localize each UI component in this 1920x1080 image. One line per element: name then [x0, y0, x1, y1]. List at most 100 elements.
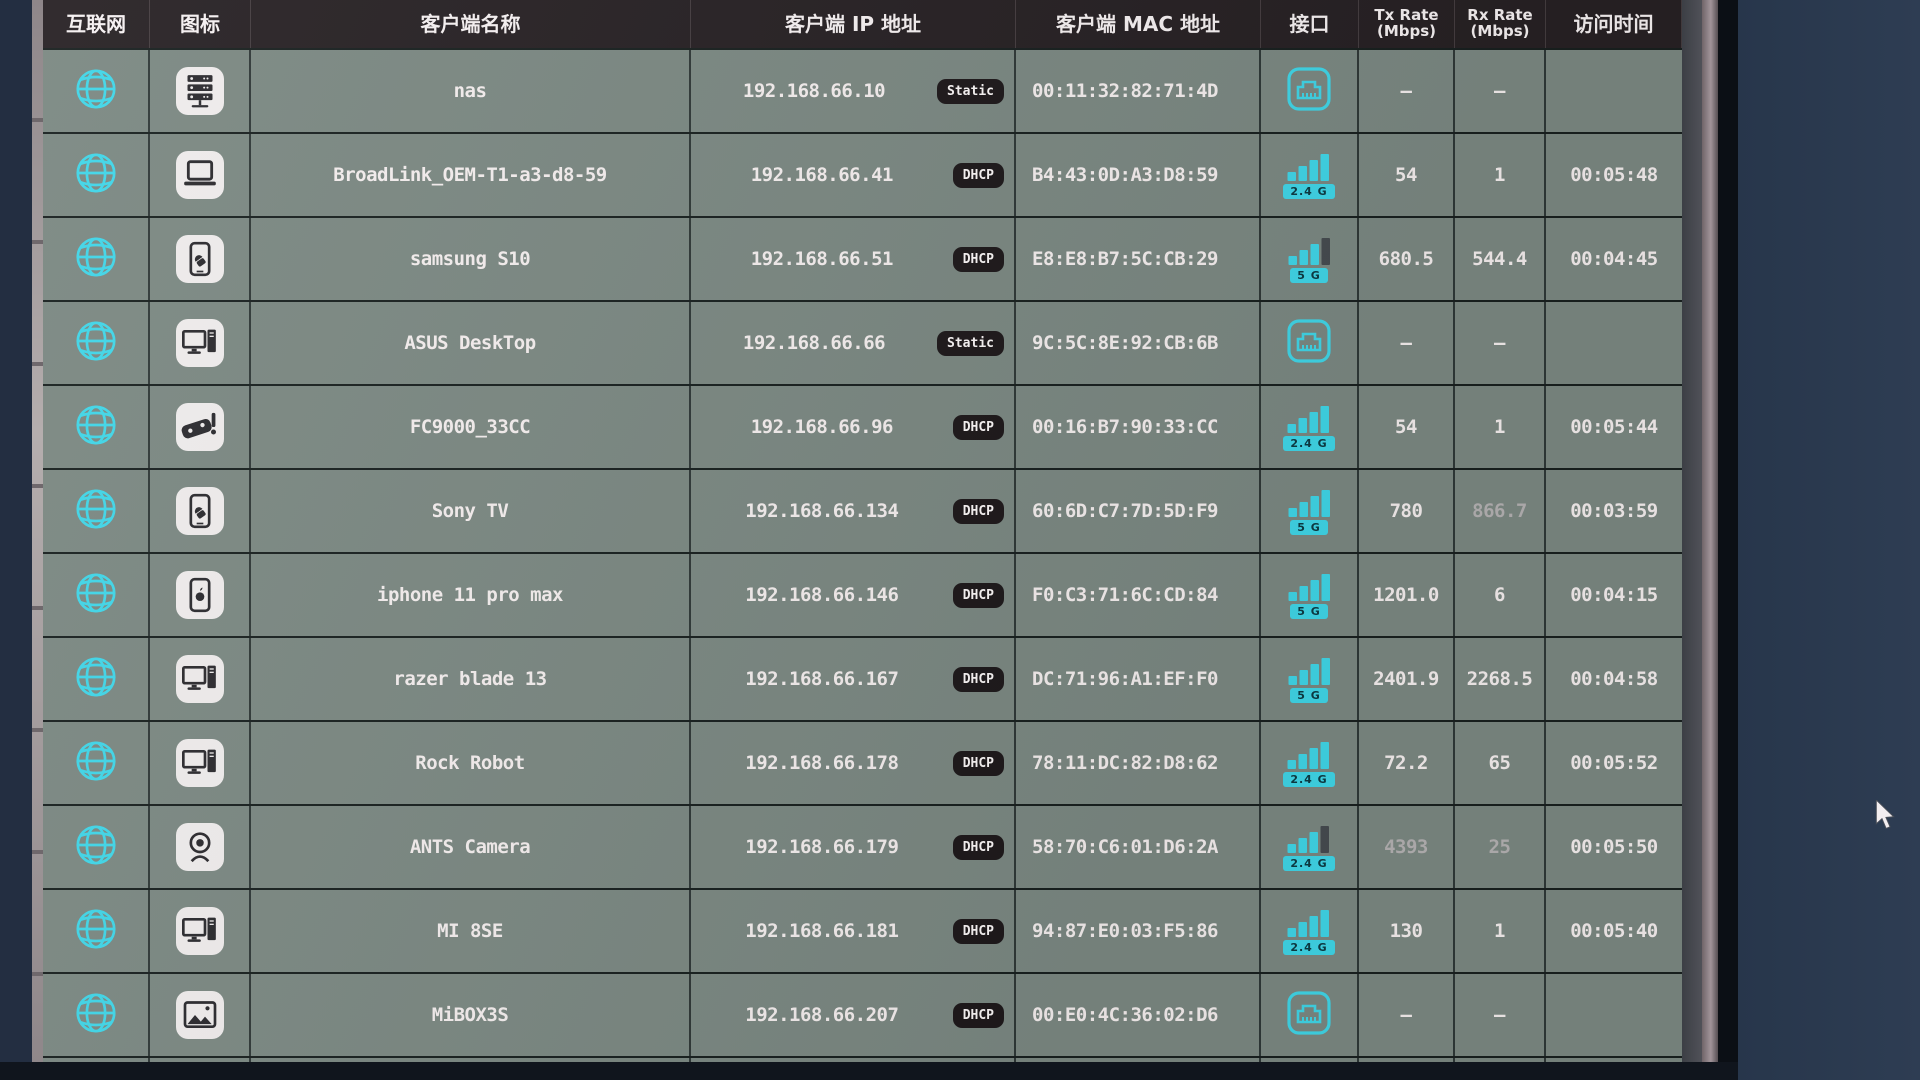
- rx-rate-value: 6: [1494, 584, 1505, 606]
- client-ip: 192.168.66.134: [745, 500, 899, 522]
- client-name: Rock Robot: [415, 752, 525, 774]
- ip-type-badge: DHCP: [952, 1002, 1004, 1028]
- internet-globe-icon: [73, 486, 119, 536]
- header-tx-rate: Tx Rate (Mbps): [1359, 0, 1455, 48]
- client-mac: 9C:5C:8E:92:CB:6B: [1032, 332, 1218, 354]
- client-row[interactable]: ASUS DeskTop 192.168.66.66 Static 9C:5C:…: [43, 300, 1682, 384]
- access-time-value: 00:05:48: [1570, 164, 1658, 186]
- internet-globe-icon: [73, 150, 119, 200]
- tx-rate-value: –: [1400, 1004, 1412, 1026]
- client-name: BroadLink_OEM-T1-a3-d8-59: [333, 164, 607, 186]
- desk-background-left: [0, 0, 32, 1080]
- screen-edge-right: [1682, 0, 1702, 1062]
- client-row[interactable]: MI 8SE 192.168.66.181 DHCP 94:87:E0:03:F…: [43, 888, 1682, 972]
- client-ip: 192.168.66.207: [745, 1004, 899, 1026]
- tx-rate-value: 2401.9: [1373, 668, 1439, 690]
- tx-rate-value: 4393: [1384, 836, 1428, 858]
- header-access-time: 访问时间: [1546, 0, 1682, 48]
- ip-type-badge: DHCP: [952, 498, 1004, 524]
- internet-globe-icon: [73, 906, 119, 956]
- client-mac: B4:43:0D:A3:D8:59: [1032, 164, 1218, 186]
- ip-type-badge: DHCP: [952, 414, 1004, 440]
- client-row[interactable]: MiBOX3S 192.168.66.207 DHCP 00:E0:4C:36:…: [43, 972, 1682, 1056]
- client-row[interactable]: Rock Robot 192.168.66.178 DHCP 78:11:DC:…: [43, 720, 1682, 804]
- wifi-signal-icon: 5 G: [1286, 236, 1333, 283]
- tx-rate-value: –: [1400, 332, 1412, 354]
- header-client-ip: 客户端 IP 地址: [691, 0, 1016, 48]
- access-time-value: 00:05:44: [1570, 416, 1658, 438]
- client-name: ANTS Camera: [409, 836, 531, 858]
- rx-rate-value: 2268.5: [1466, 668, 1533, 690]
- desk-background-right: [1738, 0, 1920, 1080]
- client-mac: 00:16:B7:90:33:CC: [1032, 416, 1218, 438]
- client-row[interactable]: samsung S10 192.168.66.51 DHCP E8:E8:B7:…: [43, 216, 1682, 300]
- mouse-cursor: [1875, 800, 1895, 830]
- client-ip: 192.168.66.181: [745, 920, 899, 942]
- wifi-signal-icon: 2.4 G: [1283, 824, 1335, 871]
- tx-rate-value: 54: [1395, 416, 1417, 438]
- gamepad-icon: [175, 403, 224, 451]
- tx-rate-value: 54: [1395, 164, 1417, 186]
- ip-type-badge: DHCP: [952, 918, 1004, 944]
- client-mac: 00:11:32:82:71:4D: [1032, 80, 1218, 102]
- client-row[interactable]: TCL_TK1_F220B 192.168.66.225 DHCP B4:43:…: [43, 1056, 1682, 1062]
- internet-globe-icon: [73, 318, 119, 368]
- desktop-icon: [175, 319, 224, 367]
- wifi-signal-icon: 2.4 G: [1283, 740, 1335, 787]
- rx-rate-value: 65: [1488, 752, 1511, 774]
- wifi-band-badge: 5 G: [1290, 603, 1328, 619]
- access-time-value: 00:04:58: [1570, 668, 1658, 690]
- internet-globe-icon: [73, 66, 119, 116]
- wifi-signal-icon: 5 G: [1286, 572, 1333, 619]
- android-phone-icon: [175, 235, 224, 283]
- client-row[interactable]: iphone 11 pro max 192.168.66.146 DHCP F0…: [43, 552, 1682, 636]
- access-time-value: 00:05:40: [1570, 920, 1658, 942]
- client-name: ASUS DeskTop: [404, 332, 536, 354]
- access-time-value: 00:03:59: [1570, 500, 1658, 522]
- wifi-band-badge: 5 G: [1290, 267, 1328, 283]
- rx-rate-value: 1: [1494, 920, 1505, 942]
- client-mac: DC:71:96:A1:EF:F0: [1032, 668, 1218, 690]
- wifi-band-badge: 2.4 G: [1283, 771, 1335, 787]
- internet-globe-icon: [73, 738, 119, 788]
- ip-type-badge: DHCP: [952, 750, 1004, 776]
- tx-rate-value: 680.5: [1378, 248, 1434, 270]
- ip-type-badge: DHCP: [952, 834, 1004, 860]
- wifi-signal-icon: 2.4 G: [1283, 152, 1335, 199]
- ip-type-badge: Static: [937, 330, 1004, 356]
- client-name: Sony TV: [431, 500, 509, 522]
- client-ip: 192.168.66.66: [742, 332, 886, 354]
- monitor-bezel-bottom: [0, 1062, 1738, 1080]
- client-row[interactable]: FC9000_33CC 192.168.66.96 DHCP 00:16:B7:…: [43, 384, 1682, 468]
- desktop-icon: [175, 907, 224, 955]
- header-internet: 互联网: [43, 0, 150, 48]
- header-client-mac: 客户端 MAC 地址: [1016, 0, 1261, 48]
- client-ip: 192.168.66.96: [750, 416, 894, 438]
- desktop-icon: [175, 739, 224, 787]
- client-row[interactable]: nas 192.168.66.10 Static 00:11:32:82:71:…: [43, 48, 1682, 132]
- client-row[interactable]: BroadLink_OEM-T1-a3-d8-59 192.168.66.41 …: [43, 132, 1682, 216]
- internet-globe-icon: [73, 654, 119, 704]
- client-row[interactable]: Sony TV 192.168.66.134 DHCP 60:6D:C7:7D:…: [43, 468, 1682, 552]
- rx-rate-value: 1: [1494, 416, 1505, 438]
- laptop-icon: [175, 151, 224, 199]
- tx-rate-value: 72.2: [1384, 752, 1428, 774]
- client-row[interactable]: razer blade 13 192.168.66.167 DHCP DC:71…: [43, 636, 1682, 720]
- wifi-signal-icon: 5 G: [1286, 488, 1333, 535]
- wifi-signal-icon: 2.4 G: [1283, 404, 1335, 451]
- ip-type-badge: DHCP: [952, 582, 1004, 608]
- client-mac: 94:87:E0:03:F5:86: [1032, 920, 1218, 942]
- client-name: samsung S10: [409, 248, 531, 270]
- rx-rate-value: –: [1494, 1004, 1505, 1026]
- client-name: nas: [453, 80, 487, 102]
- wifi-band-badge: 5 G: [1290, 687, 1328, 703]
- tx-rate-value: 1201.0: [1373, 584, 1439, 606]
- client-mac: F0:C3:71:6C:CD:84: [1032, 584, 1218, 606]
- client-row[interactable]: ANTS Camera 192.168.66.179 DHCP 58:70:C6…: [43, 804, 1682, 888]
- access-time-value: 00:05:52: [1570, 752, 1658, 774]
- client-name: MiBOX3S: [431, 1004, 509, 1026]
- client-name: razer blade 13: [393, 668, 547, 690]
- ip-type-badge: DHCP: [952, 246, 1004, 272]
- monitor-bezel-left: [32, 0, 43, 1080]
